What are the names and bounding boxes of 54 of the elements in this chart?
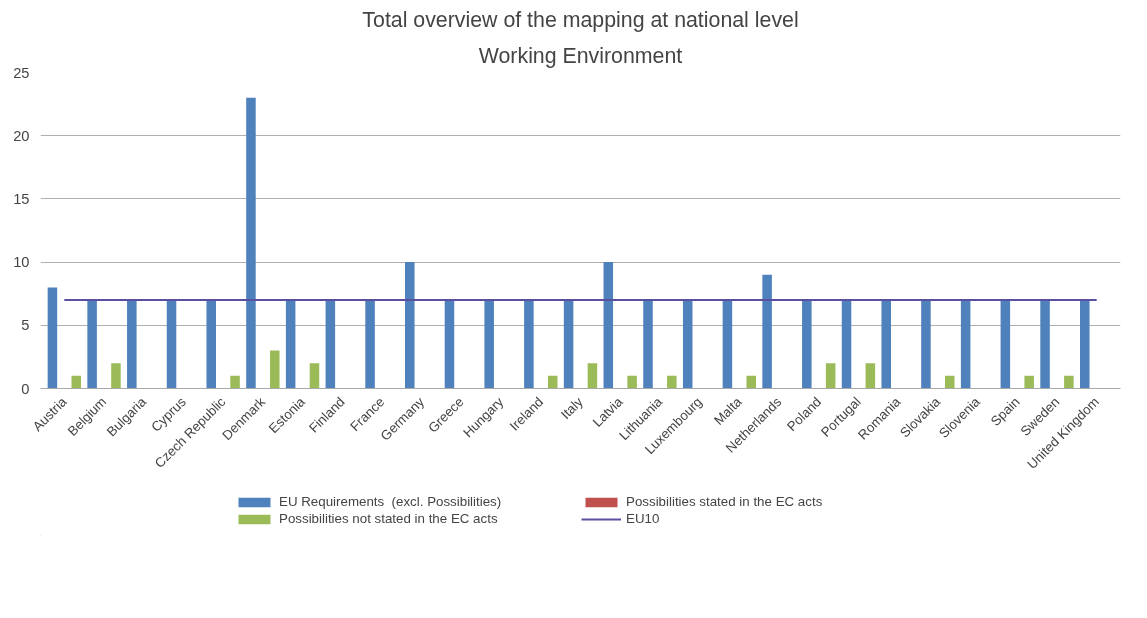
bar (563, 300, 574, 389)
y-tick-label: 15 (13, 190, 30, 207)
bar (87, 300, 97, 389)
bar (111, 363, 121, 389)
legend-label: EU Requirements (excl. Possibilities) (279, 494, 503, 509)
chart-title: Total overview of the mapping at national level (362, 7, 799, 32)
bar (945, 375, 955, 389)
bar (960, 300, 971, 389)
y-tick-label: 0 (21, 380, 30, 397)
bar (643, 300, 653, 389)
bar (587, 363, 598, 389)
bar (746, 375, 756, 389)
x-tick-label: Italy (557, 393, 587, 423)
bar (825, 363, 836, 389)
bar (1000, 300, 1011, 389)
legend-label: Possibilities stated in the EC acts (626, 494, 824, 509)
bar (1064, 375, 1074, 389)
y-tick-label: 5 (21, 317, 30, 334)
bar (47, 287, 58, 389)
y-tick-label: 25 (13, 64, 30, 81)
chart-subtitle: Working Environment (478, 43, 683, 68)
bar (127, 300, 137, 389)
bar (881, 300, 891, 389)
legend-label: Possibilities not stated in the EC acts (279, 511, 499, 526)
bar (762, 274, 772, 389)
bar (841, 300, 852, 389)
bar (206, 300, 216, 389)
bar (444, 300, 455, 389)
bar (1024, 375, 1034, 389)
bar (166, 300, 177, 389)
bar (325, 300, 336, 389)
y-tick-label: 20 (13, 127, 30, 144)
bar (230, 375, 240, 389)
bar (365, 300, 375, 389)
bar (71, 375, 81, 389)
bar (1040, 300, 1050, 389)
bar (270, 350, 280, 389)
bar (627, 375, 637, 389)
bar (309, 363, 320, 389)
bar (802, 300, 812, 389)
bar (405, 262, 415, 389)
bar (682, 300, 693, 389)
bar (667, 375, 677, 389)
legend-label: EU10 (626, 511, 661, 526)
bar (285, 300, 296, 389)
bar (722, 300, 733, 389)
y-tick-label: 10 (13, 254, 30, 271)
bar (547, 375, 558, 389)
bar (865, 363, 876, 389)
bar (921, 300, 931, 389)
bar (484, 300, 494, 389)
bar (1080, 300, 1090, 389)
bar (603, 262, 614, 389)
bar (524, 300, 534, 389)
